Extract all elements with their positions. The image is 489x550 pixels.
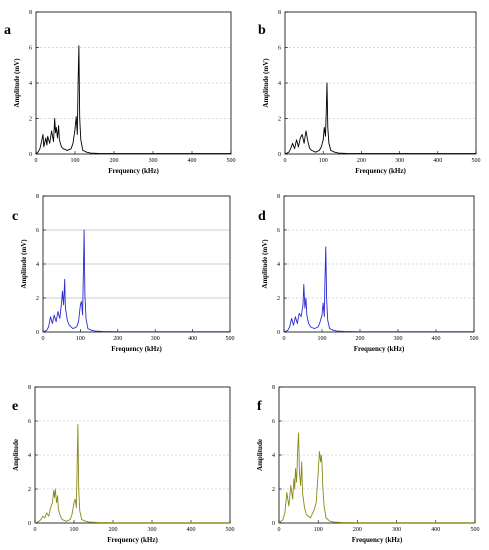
x-tick-label: 500 bbox=[472, 158, 481, 164]
series-line bbox=[283, 246, 474, 333]
y-tick-label: 2 bbox=[272, 487, 275, 493]
y-axis-label: Amplitude (mV) bbox=[262, 58, 270, 108]
series-line bbox=[34, 423, 230, 524]
y-tick-label: 4 bbox=[28, 453, 31, 459]
x-tick-label: 300 bbox=[148, 527, 157, 533]
y-tick-label: 6 bbox=[29, 46, 32, 52]
x-tick-label: 400 bbox=[431, 527, 440, 533]
x-tick-label: 100 bbox=[314, 527, 323, 533]
x-tick-label: 500 bbox=[227, 158, 236, 164]
x-axis-label: Frequency (kHz) bbox=[352, 536, 403, 544]
x-tick-label: 500 bbox=[470, 336, 479, 342]
x-tick-label: 100 bbox=[71, 158, 80, 164]
panel-f: f 0 2 4 6 8 0 100 200 300 400 500 Frequency (kHz) Amp… bbox=[256, 385, 480, 544]
y-tick-label: 2 bbox=[36, 296, 39, 302]
y-tick-label: 4 bbox=[29, 81, 32, 87]
x-tick-label: 0 bbox=[34, 527, 37, 533]
y-tick-label: 4 bbox=[36, 262, 39, 268]
x-tick-label: 0 bbox=[35, 158, 38, 164]
panel-c: c 0 2 4 6 8 0 100 200 300 400 500 Frequency (kHz) Amp… bbox=[12, 194, 235, 353]
x-tick-label: 100 bbox=[319, 158, 328, 164]
y-tick-label: 8 bbox=[29, 10, 32, 16]
y-tick-label: 2 bbox=[29, 117, 32, 123]
y-tick-label: 0 bbox=[277, 330, 280, 336]
x-tick-label: 200 bbox=[109, 527, 118, 533]
y-tick-label: 6 bbox=[36, 228, 39, 234]
y-tick-label: 8 bbox=[36, 194, 39, 200]
x-tick-label: 200 bbox=[353, 527, 362, 533]
y-tick-label: 2 bbox=[277, 296, 280, 302]
panel-b: b 0 2 4 6 8 0 100 200 300 400 500 Frequency (kHz) Amp… bbox=[258, 10, 481, 175]
x-tick-label: 300 bbox=[149, 158, 158, 164]
x-axis-label: Frequency (kHz) bbox=[354, 345, 405, 353]
series-line bbox=[284, 82, 476, 155]
x-tick-label: 200 bbox=[110, 158, 119, 164]
x-tick-label: 0 bbox=[42, 336, 45, 342]
y-tick-label: 2 bbox=[278, 117, 281, 123]
x-tick-label: 200 bbox=[356, 336, 365, 342]
y-tick-label: 8 bbox=[28, 385, 31, 391]
y-axis-label: Amplitude bbox=[256, 439, 264, 471]
y-tick-label: 6 bbox=[28, 419, 31, 425]
y-tick-label: 6 bbox=[277, 228, 280, 234]
panel-letter: e bbox=[12, 399, 18, 414]
y-tick-label: 0 bbox=[28, 521, 31, 527]
panel-letter: b bbox=[258, 23, 266, 38]
x-tick-label: 400 bbox=[188, 336, 197, 342]
x-tick-label: 100 bbox=[70, 527, 79, 533]
y-tick-label: 4 bbox=[277, 262, 280, 268]
panel-d: d 0 2 4 6 8 0 100 200 300 400 500 Frequency (kHz) Amp… bbox=[258, 194, 479, 353]
x-tick-label: 100 bbox=[76, 336, 85, 342]
panel-letter: a bbox=[4, 23, 11, 38]
x-axis-label: Frequency (kHz) bbox=[355, 167, 406, 175]
x-tick-label: 300 bbox=[395, 158, 404, 164]
x-tick-label: 0 bbox=[284, 158, 287, 164]
y-tick-label: 0 bbox=[272, 521, 275, 527]
series-line bbox=[278, 432, 475, 524]
x-tick-label: 400 bbox=[187, 527, 196, 533]
y-tick-label: 6 bbox=[272, 419, 275, 425]
x-tick-label: 300 bbox=[392, 527, 401, 533]
y-axis-label: Amplitude (mV) bbox=[13, 58, 21, 108]
panel-letter: d bbox=[258, 209, 266, 224]
x-tick-label: 0 bbox=[283, 336, 286, 342]
series-line bbox=[42, 229, 230, 333]
x-tick-label: 400 bbox=[433, 158, 442, 164]
y-tick-label: 4 bbox=[278, 81, 281, 87]
x-tick-label: 200 bbox=[113, 336, 122, 342]
x-tick-label: 0 bbox=[278, 527, 281, 533]
x-tick-label: 200 bbox=[357, 158, 366, 164]
series-line bbox=[35, 45, 231, 155]
x-tick-label: 400 bbox=[188, 158, 197, 164]
y-tick-label: 8 bbox=[277, 194, 280, 200]
panel-e: e 0 2 4 6 8 0 100 200 300 400 500 Frequency (kHz) Amp… bbox=[12, 385, 235, 544]
y-axis-label: Amplitude (mV) bbox=[20, 239, 28, 289]
x-tick-label: 500 bbox=[471, 527, 480, 533]
x-tick-label: 400 bbox=[432, 336, 441, 342]
y-axis-label: Amplitude bbox=[12, 439, 20, 471]
x-tick-label: 100 bbox=[318, 336, 327, 342]
y-tick-label: 6 bbox=[278, 46, 281, 52]
y-axis-label: Amplitude (mV) bbox=[261, 239, 269, 289]
x-axis-label: Frequency (kHz) bbox=[108, 167, 159, 175]
x-tick-label: 300 bbox=[151, 336, 160, 342]
x-axis-label: Frequency (kHz) bbox=[111, 345, 162, 353]
y-tick-label: 8 bbox=[278, 10, 281, 16]
panel-letter: c bbox=[12, 209, 18, 224]
y-tick-label: 2 bbox=[28, 487, 31, 493]
y-tick-label: 0 bbox=[36, 330, 39, 336]
x-tick-label: 300 bbox=[394, 336, 403, 342]
y-tick-label: 8 bbox=[272, 385, 275, 391]
panel-letter: f bbox=[257, 399, 262, 414]
y-tick-label: 4 bbox=[272, 453, 275, 459]
x-tick-label: 500 bbox=[226, 527, 235, 533]
x-axis-label: Frequency (kHz) bbox=[107, 536, 158, 544]
y-tick-label: 0 bbox=[278, 152, 281, 158]
panel-a: a 0 2 4 6 8 0 100 200 300 400 500 Frequency (kHz) Amp… bbox=[4, 10, 236, 175]
x-tick-label: 500 bbox=[226, 336, 235, 342]
y-tick-label: 0 bbox=[29, 152, 32, 158]
